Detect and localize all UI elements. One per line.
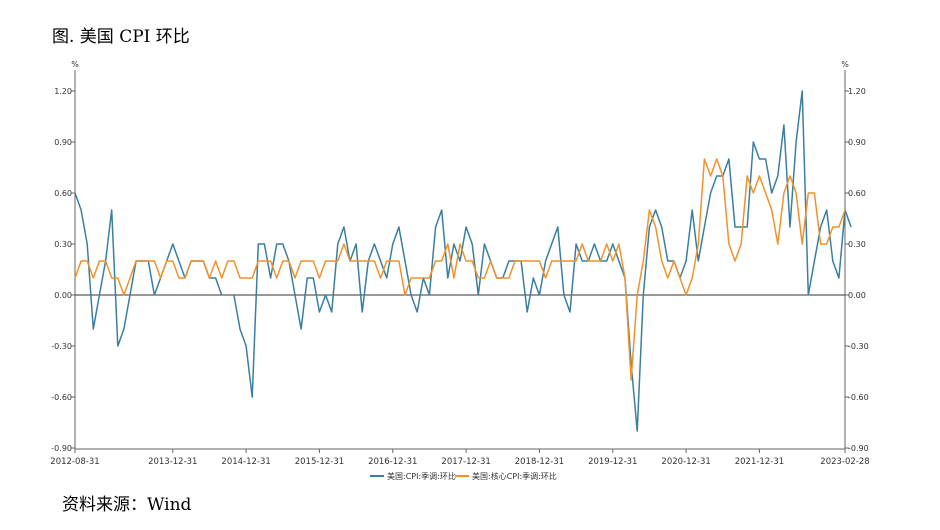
y-tick-label-left: 0.00 <box>54 291 72 300</box>
legend-label-cpi: 美国:CPI:季调:环比 <box>387 471 456 481</box>
y-tick-label-right: -0.30 <box>848 342 869 351</box>
source-note: 资料来源：Wind <box>62 495 192 515</box>
unit-left-label: % <box>71 60 79 69</box>
y-tick-label-right: 0.30 <box>848 240 866 249</box>
x-tick-label: 2018-12-31 <box>515 457 564 467</box>
y-tick-label-right: -0.90 <box>848 444 869 453</box>
x-tick-label: 2023-02-28 <box>820 457 869 467</box>
y-tick-label-right: 0.00 <box>848 291 866 300</box>
y-tick-label-right: 0.90 <box>848 138 866 147</box>
y-tick-label-left: 0.90 <box>54 138 72 147</box>
cpi-line-chart: % % 1.20 1.20 0.90 0.90 0.60 0.60 0.30 0.30 0.00 0.… <box>50 60 869 481</box>
x-tick-label: 2020-12-31 <box>661 457 710 467</box>
x-tick-label: 2013-12-31 <box>148 457 197 467</box>
x-tick-label: 2015-12-31 <box>295 457 344 467</box>
x-tick-label: 2014-12-31 <box>221 457 270 467</box>
unit-right-label: % <box>841 60 849 69</box>
y-tick-label-left: 0.60 <box>54 189 72 198</box>
legend-label-core-cpi: 美国:核心CPI:季调:环比 <box>472 471 557 481</box>
y-tick-label-right: 0.60 <box>848 189 866 198</box>
y-tick-label-right: -0.60 <box>848 393 869 402</box>
y-tick-label-left: 1.20 <box>54 87 72 96</box>
x-tick-label: 2016-12-31 <box>368 457 417 467</box>
y-tick-label-left: -0.90 <box>51 444 72 453</box>
series-line-core-cpi <box>74 158 846 381</box>
x-tick-label: 2019-12-31 <box>588 457 637 467</box>
x-tick-label: 2021-12-31 <box>735 457 784 467</box>
chart-title: 图. 美国 CPI 环比 <box>52 27 190 47</box>
x-tick-label: 2017-12-31 <box>441 457 490 467</box>
y-tick-label-left: -0.30 <box>51 342 72 351</box>
y-tick-label-right: 1.20 <box>848 87 866 96</box>
y-tick-label-left: 0.30 <box>54 240 72 249</box>
x-tick-label: 2012-08-31 <box>50 457 99 467</box>
y-tick-label-left: -0.60 <box>51 393 72 402</box>
